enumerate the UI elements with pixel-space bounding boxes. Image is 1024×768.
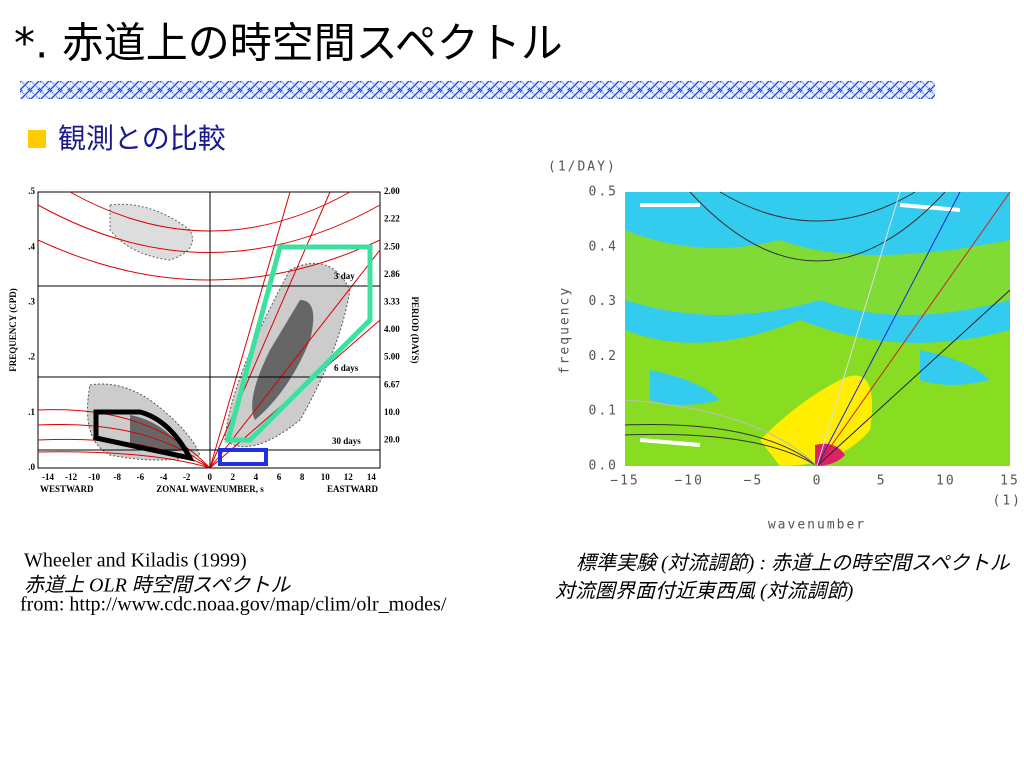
x-tick-label: -2 (183, 472, 191, 482)
y2-tick-label: 10.0 (384, 407, 400, 417)
title-underline (20, 81, 935, 99)
x-tick-label: 15 (1000, 474, 1020, 489)
caption: 対流圏界面付近東西風 (対流調節) (555, 581, 854, 603)
x-tick-label: 5 (877, 474, 887, 489)
y-tick-label: 0.2 (589, 349, 618, 364)
caption: 標準実験 (対流調節) : 赤道上の時空間スペクトル (576, 553, 1011, 575)
y-tick-label: .0 (28, 462, 35, 472)
annotation: 30 days (332, 436, 361, 446)
x-tick-label: 0 (813, 474, 823, 489)
x-tick-label: 10 (321, 472, 331, 482)
right-y-unit: (1/DAY) (548, 160, 617, 175)
right-x-label: wavenumber (768, 518, 866, 533)
y-tick-label: 0.0 (589, 459, 618, 474)
x-tick-label: 10 (936, 474, 956, 489)
x-tick-label: -14 (42, 472, 54, 482)
caption: 赤道上 OLR 時空間スペクトル (24, 575, 291, 597)
caption: Wheeler and Kiladis (1999) (24, 550, 247, 572)
right-figure (624, 191, 1011, 467)
y2-tick-label: 3.33 (384, 296, 400, 306)
x-tick-label: −15 (610, 474, 639, 489)
x-tick-label: 12 (344, 472, 354, 482)
x-tick-label: 4 (254, 472, 259, 482)
x-tick-label: -12 (65, 472, 77, 482)
y2-tick-label: 20.0 (384, 434, 400, 444)
subtitle: 観測との比較 (58, 122, 226, 155)
y2-tick-label: 6.67 (384, 379, 400, 389)
left-x-label: ZONAL WAVENUMBER, s (156, 484, 264, 494)
left-y2-label: PERIOD (DAYS) (410, 297, 420, 364)
left-x-right: EASTWARD (327, 484, 379, 494)
y-tick-label: .3 (28, 296, 35, 306)
x-tick-label: 2 (231, 472, 236, 482)
y2-tick-label: 2.86 (384, 269, 400, 279)
y-tick-label: 0.1 (589, 404, 618, 419)
y-tick-label: .1 (28, 407, 35, 417)
annotation: 3 day (334, 271, 355, 281)
y2-tick-label: 4.00 (384, 324, 400, 334)
x-tick-label: -6 (137, 472, 145, 482)
x-tick-label: -8 (114, 472, 122, 482)
y-tick-label: .2 (28, 352, 35, 362)
left-figure (37, 191, 381, 469)
y-tick-label: 0.3 (589, 294, 618, 309)
bullet (28, 130, 46, 148)
y2-tick-label: 5.00 (384, 352, 400, 362)
caption-source: from: http://www.cdc.noaa.gov/map/clim/o… (20, 594, 447, 616)
x-tick-label: 14 (367, 472, 377, 482)
x-tick-label: 6 (277, 472, 282, 482)
x-tick-label: 8 (300, 472, 305, 482)
slide-title: *. 赤道上の時空間スペクトル (14, 19, 563, 68)
right-y-label: frequency (558, 286, 573, 374)
x-tick-label: −5 (744, 474, 764, 489)
y2-tick-label: 2.50 (384, 241, 400, 251)
y-tick-label: .5 (28, 186, 35, 196)
x-tick-label: 0 (207, 472, 212, 482)
x-tick-label: -10 (88, 472, 100, 482)
y2-tick-label: 2.22 (384, 214, 400, 224)
annotation: 6 days (334, 363, 359, 373)
y2-tick-label: 2.00 (384, 186, 400, 196)
x-tick-label: -4 (160, 472, 168, 482)
left-x-left: WESTWARD (40, 484, 94, 494)
y-tick-label: .4 (28, 241, 35, 251)
left-y-label: FREQUENCY (CPD) (8, 288, 18, 371)
y-tick-label: 0.4 (589, 239, 618, 254)
y-tick-label: 0.5 (589, 185, 618, 200)
x-tick-label: −10 (674, 474, 703, 489)
right-x-unit: (1) (993, 494, 1022, 509)
